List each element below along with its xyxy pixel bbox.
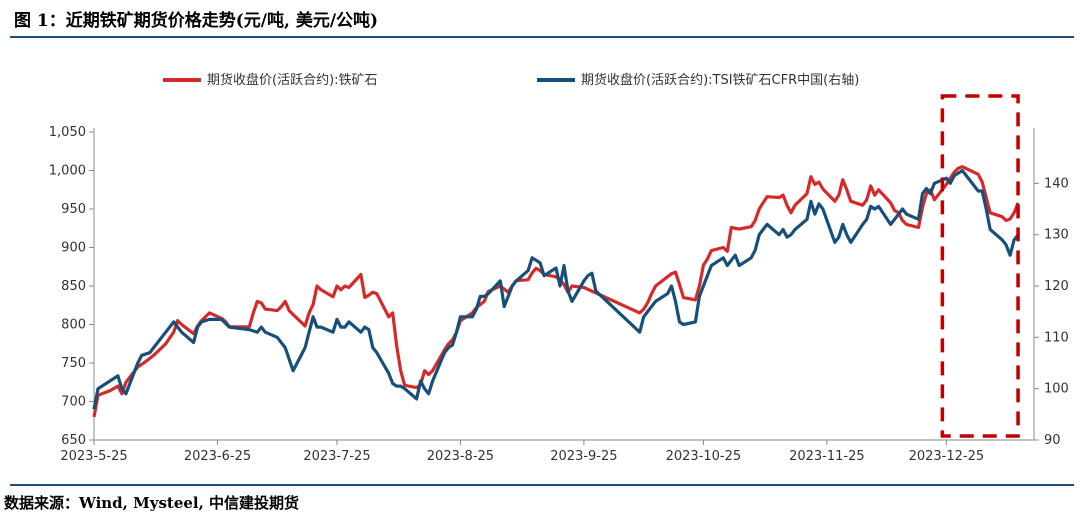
left-tick-label: 700 bbox=[61, 395, 86, 410]
x-tick-label: 2023-5-25 bbox=[60, 449, 127, 464]
left-tick-label: 1,050 bbox=[49, 125, 86, 140]
right-tick-label: 120 bbox=[1044, 279, 1069, 294]
left-tick-label: 650 bbox=[61, 433, 86, 448]
figure-title: 图 1：近期铁矿期货价格走势(元/吨, 美元/公吨) bbox=[14, 11, 379, 31]
x-tick-label: 2023-9-25 bbox=[550, 449, 617, 464]
left-tick-label: 900 bbox=[61, 241, 86, 256]
right-tick-label: 110 bbox=[1044, 330, 1069, 345]
series-line-tsi-cfr-china bbox=[92, 168, 1020, 410]
left-tick-label: 750 bbox=[61, 356, 86, 371]
highlight-group bbox=[940, 94, 1020, 438]
left-tick-label: 1,000 bbox=[49, 164, 86, 179]
x-tick-label: 2023-7-25 bbox=[303, 449, 370, 464]
left-tick-label: 950 bbox=[61, 202, 86, 217]
right-tick-label: 130 bbox=[1044, 228, 1069, 243]
highlight-dashed-box bbox=[940, 94, 1020, 438]
legend-label: 期货收盘价(活跃合约):TSI铁矿石CFR中国(右轴) bbox=[581, 72, 859, 88]
right-tick-label: 140 bbox=[1044, 176, 1069, 191]
legend-label: 期货收盘价(活跃合约):铁矿石 bbox=[207, 72, 378, 88]
top-rule bbox=[10, 36, 1074, 38]
left-tick-label: 800 bbox=[61, 318, 86, 333]
legend: 期货收盘价(活跃合约):铁矿石 期货收盘价(活跃合约):TSI铁矿石CFR中国(右… bbox=[163, 72, 859, 88]
x-tick-label: 2023-6-25 bbox=[184, 449, 251, 464]
series-line-iron-ore-futures bbox=[92, 165, 1020, 418]
series-group bbox=[92, 165, 1020, 418]
x-tick-label: 2023-10-25 bbox=[666, 449, 742, 464]
right-tick-label: 100 bbox=[1044, 382, 1069, 397]
data-source: 数据来源：Wind, Mysteel, 中信建投期货 bbox=[4, 494, 300, 512]
x-tick-label: 2023-12-25 bbox=[909, 449, 985, 464]
line-chart: 期货收盘价(活跃合约):铁矿石 期货收盘价(活跃合约):TSI铁矿石CFR中国(右… bbox=[49, 72, 1069, 464]
left-y-axis: 650 700 750 800 850 900 950 1,000 1,050 bbox=[49, 125, 95, 448]
x-tick-label: 2023-11-25 bbox=[789, 449, 865, 464]
x-tick-label: 2023-8-25 bbox=[427, 449, 494, 464]
bottom-rule bbox=[10, 484, 1074, 486]
left-tick-label: 850 bbox=[61, 279, 86, 294]
right-y-axis: 90 100 110 120 130 140 bbox=[1033, 128, 1069, 448]
right-tick-label: 90 bbox=[1044, 433, 1061, 448]
x-axis: 2023-5-25 2023-6-25 2023-7-25 2023-8-25 2023… bbox=[60, 439, 1034, 464]
